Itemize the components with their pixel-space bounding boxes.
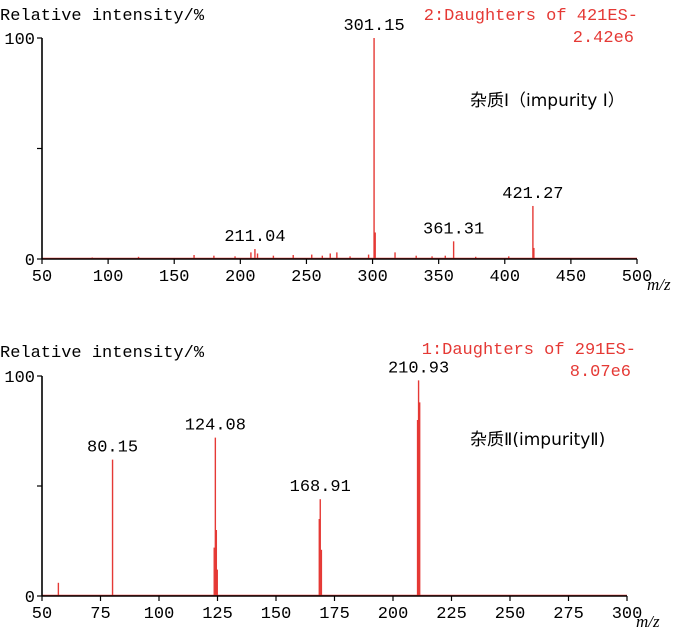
impurity-annotation: 杂质Ⅱ(impurityⅡ) <box>470 430 605 450</box>
x-tick-label: 175 <box>319 605 350 624</box>
x-tick-label: 300 <box>612 605 643 624</box>
x-tick-label: 150 <box>159 268 190 287</box>
y-tick-label: 100 <box>4 31 35 50</box>
x-tick-label: 400 <box>489 268 520 287</box>
x-tick-label: 125 <box>202 605 233 624</box>
x-axis-label: m/z <box>647 275 671 294</box>
peak-label: 124.08 <box>185 417 246 436</box>
x-axis-label: m/z <box>636 612 660 629</box>
spectrum-panel-impurity-2: Relative intensity/% 1:Daughters of 291E… <box>0 341 660 629</box>
x-tick-label: 300 <box>357 268 388 287</box>
x-tick-label: 450 <box>556 268 587 287</box>
y-tick-label: 0 <box>25 589 35 608</box>
x-tick-label: 500 <box>622 268 653 287</box>
peak-sticks <box>42 38 637 259</box>
x-tick-label: 150 <box>261 605 292 624</box>
spectrum-title: 2:Daughters of 421ES- <box>424 7 638 26</box>
x-tick-label: 200 <box>225 268 256 287</box>
peak-label: 421.27 <box>502 185 563 204</box>
peak-labels: 80.15 124.08 168.91 210.93 <box>87 359 449 497</box>
x-tick-label: 50 <box>32 268 52 287</box>
impurity-annotation: 杂质Ⅰ（impurity Ⅰ） <box>470 91 625 111</box>
x-tick-label: 100 <box>93 268 124 287</box>
peak-labels: 211.04 301.15 361.31 421.27 <box>224 17 563 247</box>
spectrum-title: 1:Daughters of 291ES- <box>422 341 636 360</box>
peak-label: 361.31 <box>423 220 484 239</box>
axes: 0 100 50 75 100 125 150 175 200 225 250 275 300 <box>4 369 642 624</box>
spectrum-total-intensity: 2.42e6 <box>573 29 634 48</box>
x-tick-label: 250 <box>291 268 322 287</box>
peak-label: 211.04 <box>224 228 285 247</box>
x-tick-label: 275 <box>553 605 584 624</box>
y-tick-label: 100 <box>4 369 35 388</box>
x-tick-label: 50 <box>32 605 52 624</box>
x-tick-label: 250 <box>495 605 526 624</box>
x-tick-label: 100 <box>144 605 175 624</box>
x-tick-label: 200 <box>378 605 409 624</box>
peak-label: 80.15 <box>87 439 138 458</box>
peak-label: 168.91 <box>290 478 351 497</box>
spectrum-panel-impurity-1: Relative intensity/% 2:Daughters of 421E… <box>0 7 671 294</box>
axes: 0 100 50 100 150 200 250 300 350 400 450 500 <box>4 31 652 287</box>
y-tick-label: 0 <box>25 252 35 271</box>
y-axis-label: Relative intensity/% <box>0 344 205 363</box>
spectrum-total-intensity: 8.07e6 <box>570 363 631 382</box>
x-tick-label: 350 <box>423 268 454 287</box>
peak-label: 301.15 <box>343 17 404 36</box>
y-axis-label: Relative intensity/% <box>0 7 205 26</box>
x-tick-label: 75 <box>90 605 110 624</box>
peak-label: 210.93 <box>388 359 449 378</box>
x-tick-label: 225 <box>436 605 467 624</box>
